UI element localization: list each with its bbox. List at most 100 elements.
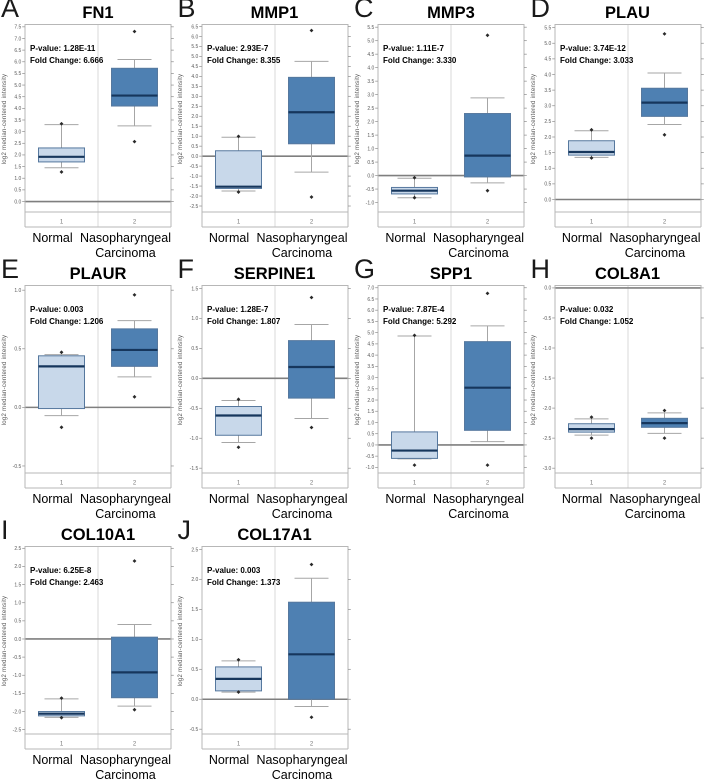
plot-border bbox=[377, 285, 525, 474]
svg-text:0.0: 0.0 bbox=[191, 376, 198, 382]
fold-change-text: Fold Change: 3.033 bbox=[560, 56, 634, 65]
fold-change-text: Fold Change: 1.807 bbox=[207, 317, 281, 326]
svg-text:-2.5: -2.5 bbox=[542, 436, 551, 442]
svg-text:-1.0: -1.0 bbox=[189, 436, 198, 442]
svg-text:3.5: 3.5 bbox=[14, 118, 21, 124]
x-tick-label: 2 bbox=[133, 481, 137, 487]
svg-text:-1.0: -1.0 bbox=[189, 174, 198, 180]
svg-text:2.0: 2.0 bbox=[14, 153, 21, 159]
svg-text:5.5: 5.5 bbox=[544, 25, 551, 31]
group-label-normal: Normal bbox=[202, 753, 257, 783]
svg-text:-2.0: -2.0 bbox=[13, 709, 22, 715]
series-carcinoma-box bbox=[111, 292, 158, 399]
boxplot-panel-a: A FN1 log2 median-centered intensity 0.0 0.5… bbox=[0, 0, 177, 261]
svg-text:5.0: 5.0 bbox=[544, 41, 551, 47]
svg-text:-0.5: -0.5 bbox=[366, 187, 375, 193]
series-carcinoma-box bbox=[464, 33, 511, 193]
svg-text:1.5: 1.5 bbox=[14, 582, 21, 588]
svg-text:3.0: 3.0 bbox=[544, 104, 551, 110]
series-normal-box bbox=[567, 127, 615, 160]
svg-text:0.0: 0.0 bbox=[367, 173, 374, 179]
plot-border bbox=[377, 24, 525, 213]
svg-text:1.0: 1.0 bbox=[191, 134, 198, 140]
group-label-line: Normal bbox=[208, 753, 250, 767]
outlier-point bbox=[59, 170, 64, 174]
fold-change-text: Fold Change: 8.355 bbox=[207, 56, 281, 65]
svg-text:6.0: 6.0 bbox=[367, 308, 374, 314]
outlier-point bbox=[132, 139, 137, 144]
plot-border bbox=[201, 24, 348, 213]
plot-border bbox=[554, 24, 701, 213]
svg-text:5.5: 5.5 bbox=[14, 71, 21, 77]
svg-text:7.0: 7.0 bbox=[14, 36, 21, 42]
group-label-line: Nasopharyngeal bbox=[256, 231, 348, 245]
x-tick-label: 1 bbox=[236, 742, 240, 748]
plot-border bbox=[24, 24, 172, 213]
svg-text:0.5: 0.5 bbox=[14, 619, 21, 625]
y-axis-label-text: log2 median-centered intensity bbox=[531, 73, 537, 165]
boxplot-panel-d: D PLAU log2 median-centered intensity 0.0 0.… bbox=[530, 0, 706, 261]
group-label-carcinoma: Nasopharyngeal Carcinoma bbox=[256, 753, 347, 783]
panel-gene-title: MMP3 bbox=[427, 4, 475, 22]
x-tick-label: 1 bbox=[236, 481, 240, 487]
y-axis-ticks: -0.5 0.0 0.5 1.0 bbox=[13, 288, 174, 470]
y-axis-label: log2 median-centered intensity bbox=[0, 24, 9, 230]
series-normal-box bbox=[214, 134, 262, 194]
plot-row: log2 median-centered intensity -2.5 -2.0 -1… bbox=[177, 24, 354, 230]
svg-text:1.0: 1.0 bbox=[14, 288, 21, 294]
boxplot-panel-h: H COL8A1 log2 median-centered intensity -3.… bbox=[530, 254, 706, 522]
group-label-line: Nasopharyngeal bbox=[432, 231, 524, 245]
outlier-point bbox=[236, 657, 240, 662]
svg-text:2.5: 2.5 bbox=[14, 546, 21, 552]
group-label-line: Nasopharyngeal bbox=[256, 492, 348, 506]
svg-text:1.5: 1.5 bbox=[14, 164, 21, 170]
x-tick-label: 1 bbox=[60, 742, 64, 748]
svg-text:6.0: 6.0 bbox=[191, 34, 198, 40]
y-axis-ticks: 0.0 0.5 1.0 1.5 2.0 2.5 3.0 3.5 4.0 4.5 5.0 5.5 6.0 6… bbox=[14, 25, 174, 205]
series-carcinoma-box bbox=[111, 29, 158, 144]
svg-text:2.5: 2.5 bbox=[544, 119, 551, 125]
svg-text:1.0: 1.0 bbox=[14, 176, 21, 182]
group-labels: Normal Nasopharyngeal Carcinoma bbox=[25, 231, 171, 261]
group-label-line: Normal bbox=[32, 231, 73, 245]
svg-text:6.5: 6.5 bbox=[14, 48, 21, 54]
group-label-normal: Normal bbox=[25, 231, 80, 261]
group-label-line: Normal bbox=[208, 231, 250, 245]
group-label-carcinoma: Nasopharyngeal Carcinoma bbox=[433, 492, 524, 522]
y-axis-label-text: log2 median-centered intensity bbox=[354, 334, 361, 426]
boxplot-panel-e: E PLAUR log2 median-centered intensity -0.5… bbox=[0, 254, 177, 522]
y-axis-label: log2 median-centered intensity bbox=[177, 24, 186, 230]
group-label-line: Normal bbox=[561, 231, 603, 245]
y-axis-ticks: -3.0 -2.5 -2.0 -1.5 -1.0 -0.5 0.0 bbox=[542, 286, 704, 472]
stats-annotation: P-value: 6.25E-8 Fold Change: 2.463 bbox=[30, 566, 104, 587]
series-normal-box bbox=[214, 657, 262, 694]
group-labels: Normal Nasopharyngeal Carcinoma bbox=[378, 231, 524, 261]
svg-text:2.5: 2.5 bbox=[367, 387, 374, 393]
panel-gene-title: FN1 bbox=[82, 4, 114, 22]
p-value-text: P-value: 1.28E-7 bbox=[207, 305, 269, 314]
group-label-line: Carcinoma bbox=[448, 245, 509, 260]
plot-row: log2 median-centered intensity -0.5 0.0 0.5… bbox=[0, 285, 177, 491]
group-label-line: Normal bbox=[385, 231, 426, 245]
boxplot-svg: -2.5 -2.0 -1.5 -1.0 -0.5 0.0 0.5 1.0 1.5 2.0 2.5 3.… bbox=[189, 24, 351, 228]
boxplot-svg: -1.0 -0.5 0.0 0.5 1.0 1.5 2.0 2.5 3.0 3.5 4.0 4.5 5.… bbox=[366, 24, 527, 228]
svg-text:4.0: 4.0 bbox=[544, 72, 551, 78]
group-label-line: Carcinoma bbox=[271, 506, 333, 521]
y-axis-label-text: log2 median-centered intensity bbox=[1, 73, 8, 165]
svg-text:0.5: 0.5 bbox=[191, 346, 198, 352]
group-label-normal: Normal bbox=[378, 492, 433, 522]
svg-text:1.0: 1.0 bbox=[367, 420, 374, 426]
plot-row: log2 median-centered intensity -3.0 -2.5 -2… bbox=[530, 285, 706, 491]
svg-text:0.5: 0.5 bbox=[191, 144, 198, 150]
series-carcinoma-box bbox=[640, 408, 688, 441]
boxplot-svg: -1.5 -1.0 -0.5 0.0 0.5 1.0 1.5 P-value: 1.28E-7… bbox=[189, 285, 351, 489]
panel-letter: J bbox=[177, 515, 192, 545]
plot-row: log2 median-centered intensity -1.0 -0.5 0.… bbox=[353, 24, 530, 230]
outlier-point bbox=[236, 134, 240, 139]
svg-text:0.5: 0.5 bbox=[367, 160, 374, 166]
boxplot-panel-j: J COL17A1 log2 median-centered intensity -0… bbox=[177, 515, 354, 783]
